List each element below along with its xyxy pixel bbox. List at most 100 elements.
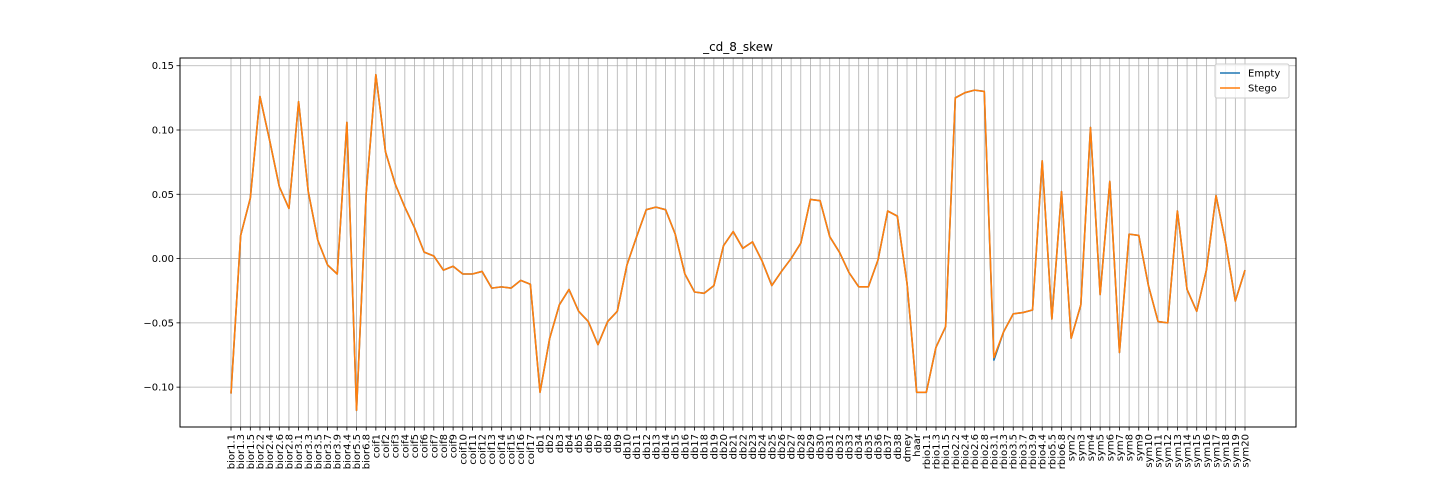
x-tick-label: db38 (893, 434, 904, 459)
x-tick-label: rbio1.3 (931, 434, 942, 469)
x-tick-label: db13 (651, 434, 662, 459)
x-tick-label: coif9 (449, 434, 460, 458)
x-tick-label: db12 (642, 434, 653, 459)
x-tick-label: sym14 (1183, 434, 1194, 468)
x-tick-label: rbio1.5 (941, 434, 952, 469)
x-tick-label: coif3 (391, 434, 402, 458)
x-tick-label: db34 (854, 434, 865, 459)
legend: Empty Stego (1214, 63, 1290, 99)
x-tick-label: rbio2.4 (960, 434, 971, 469)
x-tick-label: coif15 (507, 434, 518, 465)
x-tick-label: db31 (825, 434, 836, 459)
x-tick-label: coif14 (497, 434, 508, 465)
plot-frame (179, 57, 1297, 428)
x-tick-label: sym2 (1067, 434, 1078, 461)
x-tick-label: bior4.4 (342, 434, 353, 469)
x-tick-label: sym8 (1125, 434, 1136, 461)
x-tick-label: db36 (874, 434, 885, 459)
x-tick-label: db10 (622, 434, 633, 459)
x-tick-label: sym17 (1212, 434, 1223, 468)
x-tick-label: coif7 (429, 434, 440, 458)
x-tick-label: sym10 (1144, 434, 1155, 468)
x-tick-label: coif16 (516, 434, 527, 465)
x-tick-label: db18 (700, 434, 711, 459)
x-tick-label: rbio5.5 (1047, 434, 1058, 469)
x-tick-label: db16 (680, 434, 691, 459)
x-tick-label: rbio1.1 (922, 434, 933, 469)
x-tick-label: rbio2.6 (970, 434, 981, 469)
x-tick-label: sym19 (1231, 434, 1242, 468)
x-tick-label: sym7 (1115, 434, 1126, 461)
series-line-stego (230, 73, 1246, 412)
x-tick-label: sym16 (1202, 434, 1213, 468)
x-tick-label: haar (912, 433, 923, 457)
x-tick-label: coif1 (371, 434, 382, 458)
x-tick-label: db20 (719, 434, 730, 459)
y-tick-label: 0.00 (152, 254, 174, 265)
x-tick-label: db14 (661, 434, 672, 459)
chart-title: _cd_8_skew (702, 40, 773, 54)
x-tick-label: bior3.3 (304, 434, 315, 469)
x-tick-label: coif5 (410, 434, 421, 458)
x-tick-label: rbio3.9 (1028, 434, 1039, 469)
x-tick-label: sym5 (1096, 434, 1107, 461)
x-tick-label: bior1.5 (246, 434, 257, 469)
x-tick-label: sym9 (1134, 434, 1145, 461)
x-tick-label: db29 (806, 434, 817, 459)
x-tick-label: sym20 (1241, 434, 1252, 468)
x-tick-label: sym13 (1173, 434, 1184, 468)
x-tick-label: db1 (536, 434, 547, 453)
x-tick-label: db11 (632, 434, 643, 459)
y-tick-label: −0.05 (143, 318, 174, 329)
x-tick-label: db32 (835, 434, 846, 459)
x-tick-label: db6 (584, 434, 595, 453)
x-tick-label: bior2.6 (275, 434, 286, 469)
x-tick-label: coif12 (478, 434, 489, 465)
x-tick-label: db2 (545, 434, 556, 453)
x-tick-label: db4 (565, 434, 576, 453)
x-tick-label: bior3.1 (294, 434, 305, 469)
x-tick-label: db25 (767, 434, 778, 459)
x-tick-label: db7 (593, 434, 604, 453)
x-tick-label: db28 (796, 434, 807, 459)
x-tick-label: rbio2.8 (980, 434, 991, 469)
x-tick-label: sym12 (1163, 434, 1174, 468)
x-tick-label: bior3.9 (333, 434, 344, 469)
x-tick-label: bior3.5 (313, 434, 324, 469)
x-tick-label: coif2 (381, 434, 392, 458)
x-tick-label: rbio4.4 (1038, 434, 1049, 469)
x-tick-label: rbio3.5 (1009, 434, 1020, 469)
y-tick-label: 0.10 (152, 126, 174, 137)
x-tick-label: db15 (671, 434, 682, 459)
x-tick-label: coif4 (400, 434, 411, 458)
axis-layer: bior1.1bior1.3bior1.5bior2.2bior2.4bior2… (143, 61, 1251, 469)
x-tick-label: bior3.7 (323, 434, 334, 469)
series-layer (230, 73, 1246, 412)
x-tick-label: db19 (709, 434, 720, 459)
x-tick-label: rbio3.7 (1018, 434, 1029, 469)
x-tick-label: dmey (903, 434, 914, 462)
x-tick-label: db30 (816, 434, 827, 459)
x-tick-label: sym11 (1154, 434, 1165, 468)
x-tick-label: sym15 (1192, 434, 1203, 468)
x-tick-label: db22 (738, 434, 749, 459)
x-tick-label: sym3 (1076, 434, 1087, 461)
x-tick-label: bior1.1 (227, 434, 238, 469)
x-tick-label: db35 (864, 434, 875, 459)
x-tick-label: db17 (690, 434, 701, 459)
x-tick-label: db33 (845, 434, 856, 459)
x-tick-label: sym4 (1086, 434, 1097, 461)
x-tick-label: coif13 (487, 434, 498, 465)
y-tick-label: 0.15 (152, 61, 174, 72)
x-tick-label: coif11 (468, 434, 479, 465)
x-tick-label: db5 (574, 434, 585, 453)
x-tick-label: db3 (555, 434, 566, 453)
x-tick-label: db21 (729, 434, 740, 459)
x-tick-label: coif8 (439, 434, 450, 458)
x-tick-label: bior1.3 (236, 434, 247, 469)
x-tick-label: db37 (883, 434, 894, 459)
x-tick-label: rbio3.3 (999, 434, 1010, 469)
y-tick-label: 0.05 (152, 190, 174, 201)
x-tick-label: db26 (777, 434, 788, 459)
